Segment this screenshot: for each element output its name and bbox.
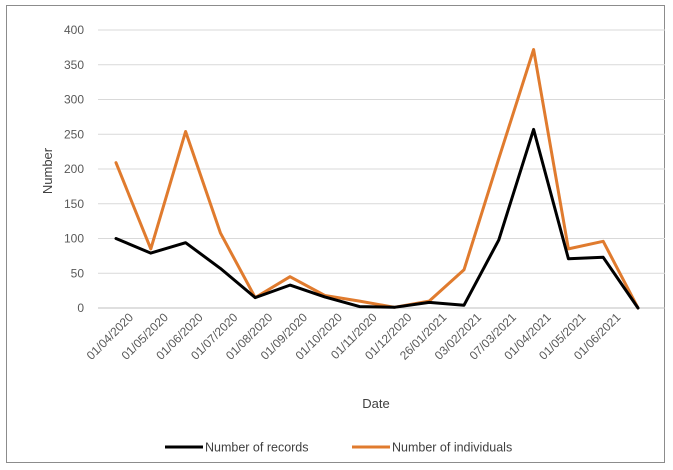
y-tick-label: 300 <box>64 93 84 107</box>
legend-label-records: Number of records <box>205 441 309 455</box>
legend: Number of records Number of individuals <box>165 441 512 455</box>
y-tick-label: 350 <box>64 58 84 72</box>
series-line-individuals <box>114 48 640 310</box>
y-axis-ticks: 0 50 100 150 200 250 300 350 400 <box>64 23 84 315</box>
x-axis-title: Date <box>362 396 389 411</box>
series-lines <box>114 48 640 310</box>
y-tick-label: 250 <box>64 127 84 141</box>
y-tick-label: 400 <box>64 23 84 37</box>
x-axis-ticks: 01/04/202001/05/202001/06/202001/07/2020… <box>84 310 624 363</box>
y-axis-title: Number <box>40 147 55 194</box>
y-tick-label: 200 <box>64 162 84 176</box>
legend-label-individuals: Number of individuals <box>392 441 512 455</box>
y-tick-label: 50 <box>71 266 85 280</box>
y-tick-label: 100 <box>64 232 84 246</box>
chart-frame <box>6 5 665 463</box>
y-tick-label: 0 <box>77 301 84 315</box>
y-tick-label: 150 <box>64 197 84 211</box>
series-line-records <box>114 127 640 310</box>
grid-lines <box>98 29 665 309</box>
